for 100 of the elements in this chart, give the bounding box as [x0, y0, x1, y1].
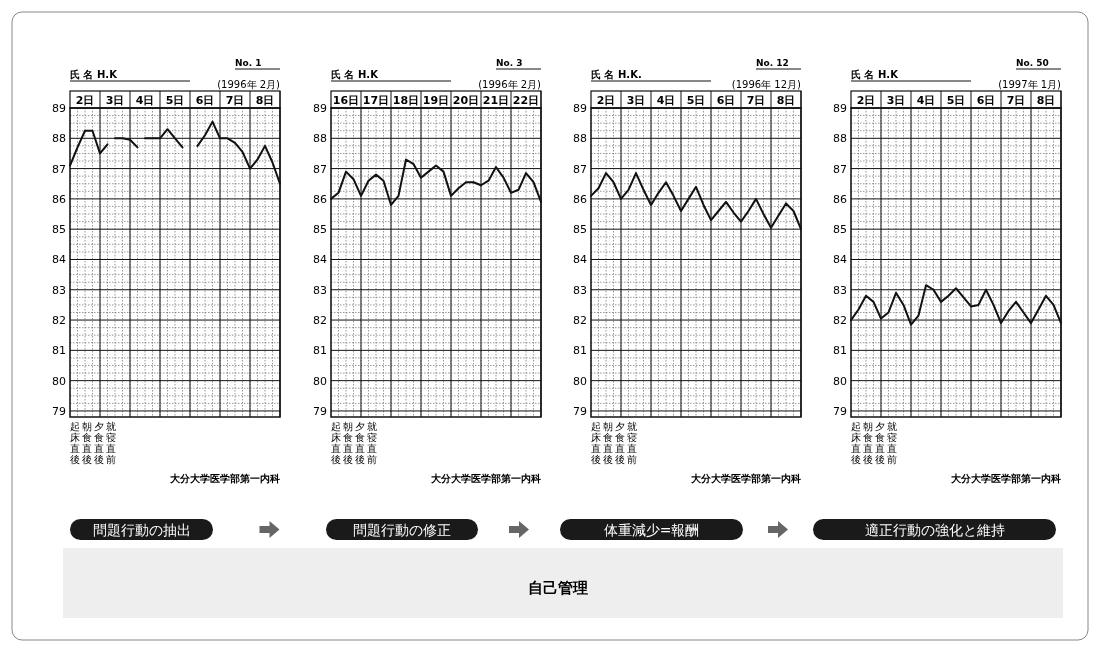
y-tick-label: 89 [833, 102, 847, 115]
y-tick-label: 89 [313, 102, 327, 115]
x-tick-label: 8日 [1036, 94, 1056, 107]
y-tick-label: 81 [313, 344, 327, 358]
text: 問題行動の修正 [353, 522, 451, 538]
x-tick-label: 8日 [255, 94, 275, 107]
text: 就寝直前 [887, 421, 897, 465]
text: 朝食直後 [863, 421, 873, 465]
text: 問題行動の抽出 [92, 522, 191, 538]
x-tick-label: 3日 [105, 94, 125, 107]
x-tick-label: 4日 [916, 94, 936, 107]
y-tick-label: 80 [833, 374, 847, 388]
y-tick-label: 85 [833, 223, 847, 237]
y-tick-label: 82 [833, 314, 847, 328]
x-tick-label: 17日 [362, 94, 390, 107]
y-tick-label: 88 [52, 132, 66, 146]
x-tick-label: 6日 [195, 94, 215, 107]
text: 朝食直後 [82, 421, 92, 465]
x-tick-label: 7日 [225, 94, 245, 107]
y-tick-label: 83 [52, 283, 66, 297]
text: 氏 名 H.K. [591, 69, 642, 80]
chart-subtitle: (1996年 2月) [478, 79, 542, 90]
chart-title: No. 12 [756, 58, 789, 68]
x-tick-label: 8日 [776, 94, 796, 107]
y-tick-label: 79 [833, 404, 847, 418]
text: 氏 名 H.K [331, 69, 380, 80]
text: 朝食直後 [343, 421, 353, 465]
text: 体重減少=報酬 [603, 522, 700, 538]
y-tick-label: 87 [573, 162, 587, 176]
x-tick-label: 16日 [332, 94, 360, 107]
y-tick-label: 84 [573, 253, 587, 267]
text: 朝食直後 [603, 421, 613, 465]
text: 起床直後 [70, 421, 80, 465]
x-tick-label: 7日 [1006, 94, 1026, 107]
y-tick-label: 83 [573, 283, 587, 297]
x-tick-label: 5日 [686, 94, 706, 107]
y-tick-label: 89 [573, 102, 587, 115]
x-tick-label: 2日 [856, 94, 876, 107]
y-tick-label: 79 [573, 404, 587, 418]
x-tick-label: 2日 [596, 94, 616, 107]
x-tick-label: 4日 [656, 94, 676, 107]
y-tick-label: 86 [313, 192, 327, 206]
text: 夕食直後 [355, 421, 365, 465]
x-tick-label: 7日 [746, 94, 766, 107]
chart-subtitle: (1996年 12月) [731, 79, 802, 90]
y-tick-label: 83 [313, 283, 327, 297]
y-tick-label: 84 [833, 253, 847, 267]
text: 就寝直前 [627, 421, 637, 465]
y-tick-label: 81 [573, 344, 587, 358]
y-tick-label: 85 [52, 223, 66, 237]
chart-title: No. 50 [1016, 58, 1049, 68]
x-tick-label: 19日 [422, 94, 450, 107]
text: 大分大学医学部第一内科 [430, 473, 541, 484]
x-tick-label: 5日 [165, 94, 185, 107]
y-tick-label: 82 [52, 314, 66, 328]
text: 氏 名 H.K [851, 69, 900, 80]
y-tick-label: 79 [52, 404, 66, 418]
y-tick-label: 88 [573, 132, 587, 146]
y-tick-label: 79 [313, 404, 327, 418]
y-tick-label: 86 [52, 192, 66, 206]
text: 氏 名 H.K [70, 69, 119, 80]
y-tick-label: 82 [313, 314, 327, 328]
y-tick-label: 85 [573, 223, 587, 237]
text: 就寝直前 [106, 421, 116, 465]
text: 起床直後 [591, 421, 601, 465]
text: 夕食直後 [94, 421, 104, 465]
x-tick-label: 21日 [482, 94, 510, 107]
text: 夕食直後 [615, 421, 625, 465]
y-tick-label: 89 [52, 102, 66, 115]
y-tick-label: 85 [313, 223, 327, 237]
x-tick-label: 3日 [626, 94, 646, 107]
y-tick-label: 86 [833, 192, 847, 206]
x-tick-label: 5日 [946, 94, 966, 107]
y-tick-label: 87 [833, 162, 847, 176]
chart-subtitle: (1997年 1月) [998, 79, 1062, 90]
x-tick-label: 6日 [716, 94, 736, 107]
text: 夕食直後 [875, 421, 885, 465]
chart-title: No. 3 [496, 58, 523, 68]
x-tick-label: 20日 [452, 94, 480, 107]
text: 起床直後 [331, 421, 341, 465]
chart-subtitle: (1996年 2月) [217, 79, 281, 90]
x-tick-label: 18日 [392, 94, 420, 107]
y-tick-label: 81 [833, 344, 847, 358]
y-tick-label: 80 [313, 374, 327, 388]
x-tick-label: 22日 [512, 94, 540, 107]
y-tick-label: 88 [833, 132, 847, 146]
y-tick-label: 87 [313, 162, 327, 176]
chart-title: No. 1 [235, 58, 262, 68]
text: 就寝直前 [367, 421, 377, 465]
x-tick-label: 4日 [135, 94, 155, 107]
y-tick-label: 80 [573, 374, 587, 388]
y-tick-label: 80 [52, 374, 66, 388]
y-tick-label: 83 [833, 283, 847, 297]
y-tick-label: 87 [52, 162, 66, 176]
text: 起床直後 [851, 421, 861, 465]
x-tick-label: 3日 [886, 94, 906, 107]
y-tick-label: 88 [313, 132, 327, 146]
y-tick-label: 82 [573, 314, 587, 328]
x-tick-label: 2日 [75, 94, 95, 107]
text: 大分大学医学部第一内科 [690, 473, 801, 484]
